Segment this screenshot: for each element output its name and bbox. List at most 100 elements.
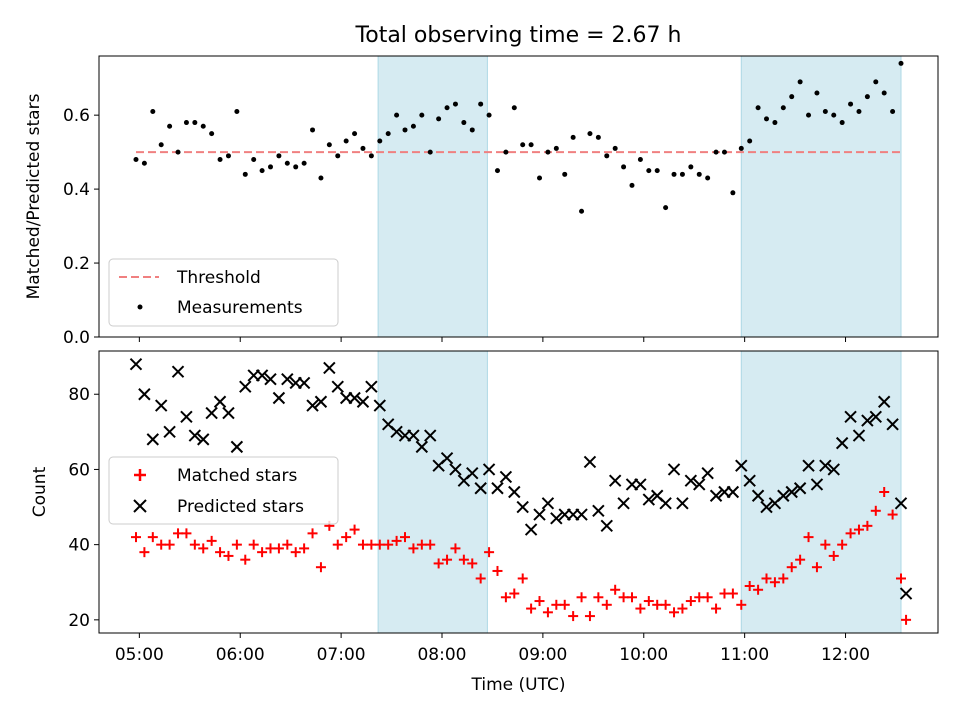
measurement-point (553, 145, 559, 151)
matched-star-point (610, 584, 621, 595)
matched-star-point (828, 550, 839, 561)
matched-star-point (694, 592, 705, 603)
matched-star-point (643, 596, 654, 607)
matched-star-point (299, 543, 310, 554)
matched-star-point (181, 528, 192, 539)
matched-star-point (559, 599, 570, 610)
x-axis-label: Time (UTC) (471, 675, 566, 695)
matched-star-point (206, 535, 217, 546)
predicted-star-point (440, 451, 454, 465)
matched-star-point (425, 539, 436, 550)
matched-star-point (853, 524, 864, 535)
matched-star-point (526, 603, 537, 614)
predicted-star-point (693, 478, 706, 491)
measurement-point (831, 112, 837, 118)
predicted-star-point (171, 365, 185, 378)
predicted-star-point (163, 425, 176, 439)
measurement-point (494, 168, 500, 174)
matched-star-point (408, 543, 419, 554)
matched-star-point (257, 547, 268, 558)
y-tick-label: 20 (68, 611, 90, 631)
matched-star-point (357, 539, 368, 550)
measurement-point (595, 134, 601, 140)
measurement-point (183, 120, 189, 126)
matched-star-point (795, 554, 806, 565)
predicted-star-point (407, 429, 420, 442)
predicted-star-point (449, 463, 462, 476)
predicted-star-point (802, 459, 815, 472)
matched-star-point (231, 539, 242, 550)
measurement-point (612, 145, 618, 151)
matched-star-point (450, 543, 461, 554)
measurement-point (175, 149, 181, 155)
predicted-star-point (356, 395, 370, 408)
measurement-point (352, 131, 358, 137)
matched-star-point (164, 539, 175, 550)
measurement-point (293, 164, 299, 170)
matched-star-point (307, 528, 318, 539)
predicted-star-point (819, 459, 832, 472)
observing-window-1 (377, 55, 488, 338)
measurement-point (326, 142, 332, 148)
bottom-y-axis-label: Count (30, 466, 50, 517)
measurement-point (503, 149, 509, 155)
predicted-star-point (508, 485, 521, 499)
measurement-point (688, 164, 694, 170)
matched-star-point (458, 554, 469, 565)
predicted-star-point (659, 497, 672, 510)
predicted-star-point (264, 372, 277, 386)
measurement-point (368, 153, 374, 159)
measurement-point (419, 112, 425, 118)
measurement-point (545, 149, 551, 155)
matched-star-point (374, 539, 385, 550)
predicted-star-point (735, 459, 748, 472)
matched-star-point (173, 528, 184, 539)
measurement-point (259, 168, 265, 174)
predicted-star-point (709, 489, 723, 502)
predicted-star-point (785, 485, 798, 499)
predicted-star-point (541, 497, 555, 510)
matched-star-point (901, 614, 912, 625)
predicted-star-point (272, 391, 286, 405)
legend-matched-label: Matched stars (177, 466, 297, 486)
top-legend-box (108, 258, 339, 327)
matched-star-point (669, 607, 680, 618)
measurement-point (654, 168, 660, 174)
matched-star-point (400, 532, 411, 543)
predicted-star-point (835, 436, 849, 450)
measurement-point (528, 142, 534, 148)
measurement-point (881, 90, 887, 96)
y-tick-label: 40 (68, 536, 90, 556)
matched-star-point (349, 524, 360, 535)
measurement-point (537, 175, 543, 181)
measurement-point (133, 157, 139, 163)
measurement-point (520, 142, 526, 148)
matched-star-point (315, 562, 326, 573)
measurement-point (856, 108, 862, 114)
x-tick-label: 07:00 (317, 645, 366, 665)
matched-star-point (147, 532, 158, 543)
predicted-star-point (222, 406, 235, 420)
measurement-point (780, 105, 786, 111)
predicted-star-point (306, 399, 319, 412)
measurement-point (343, 138, 349, 144)
matched-star-point (265, 543, 276, 554)
matched-star-point (744, 581, 755, 591)
measurement-point (814, 90, 820, 96)
measurement-point (898, 60, 904, 66)
measurement-point (461, 120, 467, 126)
measurement-point (822, 108, 828, 114)
matched-star-points (130, 487, 912, 625)
predicted-star-point (777, 489, 790, 502)
measurement-point (579, 208, 585, 214)
matched-star-point (248, 539, 259, 550)
predicted-star-point (138, 388, 151, 401)
measurement-point (747, 138, 753, 144)
measurement-point (486, 112, 492, 118)
predicted-star-point (424, 429, 437, 442)
predicted-star-point (323, 361, 336, 375)
x-tick-label: 12:00 (821, 645, 870, 665)
predicted-star-point (592, 504, 605, 518)
matched-star-point (727, 588, 738, 599)
x-tick-label: 08:00 (417, 645, 466, 665)
